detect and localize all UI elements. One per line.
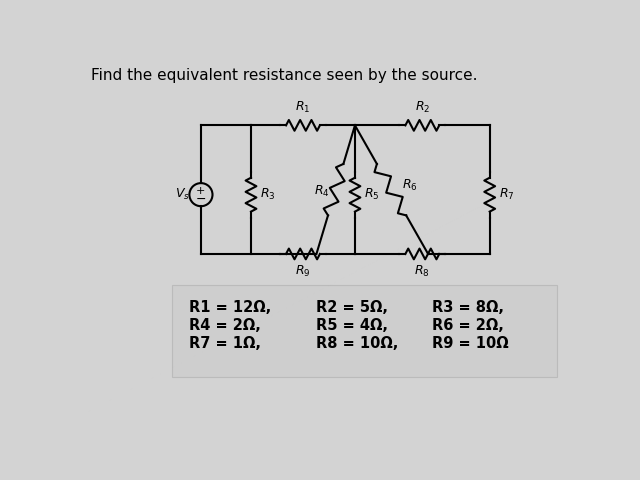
Text: $R_3$: $R_3$: [260, 187, 276, 202]
Text: $R_9$: $R_9$: [295, 264, 311, 279]
Bar: [172, 285, 557, 377]
Text: R9 = 10Ω: R9 = 10Ω: [432, 336, 509, 350]
Text: Find the equivalent resistance seen by the source.: Find the equivalent resistance seen by t…: [91, 68, 477, 84]
Text: R5 = 4Ω,: R5 = 4Ω,: [316, 318, 388, 333]
Text: R2 = 5Ω,: R2 = 5Ω,: [316, 300, 388, 315]
Text: +: +: [196, 186, 205, 196]
Text: −: −: [196, 193, 206, 206]
Text: R7 = 1Ω,: R7 = 1Ω,: [189, 336, 261, 350]
Text: $R_6$: $R_6$: [403, 178, 418, 193]
Text: R8 = 10Ω,: R8 = 10Ω,: [316, 336, 399, 350]
Text: R6 = 2Ω,: R6 = 2Ω,: [432, 318, 504, 333]
Text: $R_8$: $R_8$: [415, 264, 430, 279]
Text: $V_s$: $V_s$: [175, 187, 190, 202]
Text: $R_4$: $R_4$: [314, 184, 330, 199]
Text: R3 = 8Ω,: R3 = 8Ω,: [432, 300, 504, 315]
Text: R4 = 2Ω,: R4 = 2Ω,: [189, 318, 261, 333]
Text: $R_5$: $R_5$: [364, 187, 380, 202]
Text: $R_7$: $R_7$: [499, 187, 515, 202]
Text: $R_1$: $R_1$: [295, 100, 310, 115]
Text: R1 = 12Ω,: R1 = 12Ω,: [189, 300, 271, 315]
Text: $R_2$: $R_2$: [415, 100, 430, 115]
